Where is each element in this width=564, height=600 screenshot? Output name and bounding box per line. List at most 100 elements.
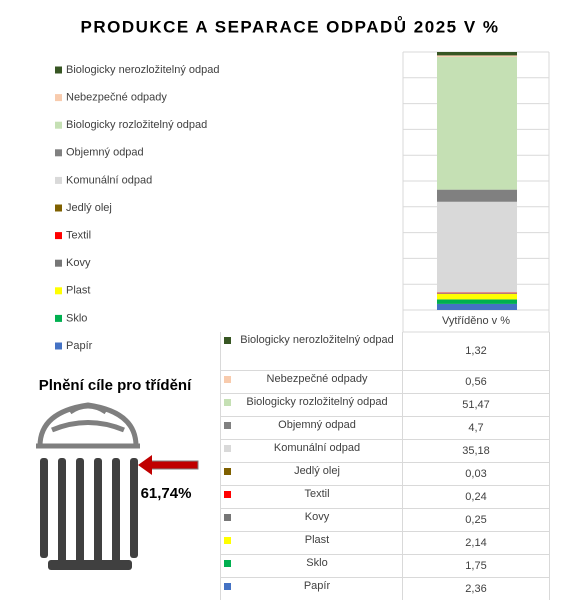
bar-segment [437,303,517,310]
value-label: 1,32 [465,345,487,357]
row-marker [224,422,231,429]
row-label: Plast [304,534,330,546]
bar-segment [437,56,517,190]
row-marker [224,468,231,475]
row-label-cell: Sklo [220,555,403,577]
legend-label: Biologicky rozložitelný odpad [66,119,207,131]
legend-label: Kovy [66,257,91,269]
data-table: Biologicky nerozložitelný odpad 1,32 Nebez… [220,332,550,600]
row-label: Textil [304,488,330,500]
row-marker [224,445,231,452]
legend-marker [55,66,62,74]
table-row: Objemný odpad 4,7 [220,417,550,440]
value-cell: 2,14 [403,532,550,554]
row-label: Objemný odpad [278,419,356,431]
row-label-cell: Biologicky rozložitelný odpad [220,394,403,416]
row-label-cell: Plast [220,532,403,554]
legend-label: Biologicky nerozložitelný odpad [66,64,219,76]
table-row: Papír 2,36 [220,578,550,600]
value-cell: 0,03 [403,463,550,485]
legend-label: Komunální odpad [66,174,152,186]
value-cell: 0,56 [403,371,550,393]
row-label-cell: Komunální odpad [220,440,403,462]
value-label: 35,18 [462,445,490,457]
value-cell: 51,47 [403,394,550,416]
row-marker [224,491,231,498]
bar-segment [437,293,517,300]
value-cell: 2,36 [403,578,550,600]
value-cell: 0,25 [403,509,550,531]
table-row: Komunální odpad 35,18 [220,440,550,463]
legend-label: Papír [66,340,93,352]
legend-marker [55,176,62,184]
table-row: Biologicky rozložitelný odpad 51,47 [220,394,550,417]
table-row: Biologicky nerozložitelný odpad 1,32 [220,332,550,371]
row-marker [224,537,231,544]
value-label: 0,03 [465,468,487,480]
row-label-cell: Objemný odpad [220,417,403,439]
legend-label: Jedlý olej [66,202,112,214]
row-label: Biologicky nerozložitelný odpad [240,334,394,346]
row-marker [224,560,231,567]
value-cell: 1,75 [403,555,550,577]
row-label-cell: Textil [220,486,403,508]
value-label: 51,47 [462,399,490,411]
trash-body [40,458,138,570]
row-marker [224,399,231,406]
arrow [138,455,199,475]
table-row: Plast 2,14 [220,532,550,555]
value-label: 2,14 [465,537,487,549]
row-label: Sklo [306,557,328,569]
table-row: Sklo 1,75 [220,555,550,578]
trash-icon [36,402,140,449]
value-cell: 4,7 [403,417,550,439]
legend-marker [55,342,62,350]
bar-segment [437,52,517,56]
row-label: Biologicky rozložitelný odpad [246,396,388,408]
legend-marker [55,287,62,295]
legend-marker [55,94,62,102]
bar-segment [437,55,517,57]
legend-label: Objemný odpad [66,147,144,159]
table-row: Jedlý olej 0,03 [220,463,550,486]
value-label: 0,24 [465,491,487,503]
value-label: 4,7 [468,422,484,434]
value-cell: 35,18 [403,440,550,462]
row-label: Papír [303,580,331,592]
category-label: Vytříděno v % [442,315,510,327]
row-label: Jedlý olej [294,465,340,477]
table-row: Kovy 0,25 [220,509,550,532]
legend-marker [55,204,62,212]
value-cell: 1,32 [403,332,550,370]
value-label: 0,56 [465,376,487,388]
bar-segment [437,201,517,293]
row-label: Komunální odpad [273,442,361,454]
row-marker [224,514,231,521]
legend-marker [55,121,62,129]
bar-segment [437,299,517,304]
legend-marker [55,314,62,322]
value-label: 0,25 [465,514,487,526]
row-label: Kovy [304,511,330,523]
row-label: Nebezpečné odpady [266,373,368,385]
row-marker [224,337,231,344]
legend-label: Nebezpečné odpady [66,92,167,104]
row-label-cell: Jedlý olej [220,463,403,485]
table-row: Nebezpečné odpady 0,56 [220,371,550,394]
legend-label: Sklo [66,312,87,324]
goal-label: 61,74% [141,485,192,502]
row-label-cell: Kovy [220,509,403,531]
legend-label: Plast [66,285,90,297]
row-label-cell: Biologicky nerozložitelný odpad [220,332,403,370]
row-marker [224,376,231,383]
bar-segment [437,292,517,294]
legend-marker [55,149,62,157]
table-row: Textil 0,24 [220,486,550,509]
bar-segment [437,189,517,202]
legend-marker [55,259,62,267]
value-label: 2,36 [465,583,487,595]
legend-label: Textil [66,230,91,242]
chart-title: PRODUKCE A SEPARACE ODPADŮ 2025 V % [80,16,499,36]
